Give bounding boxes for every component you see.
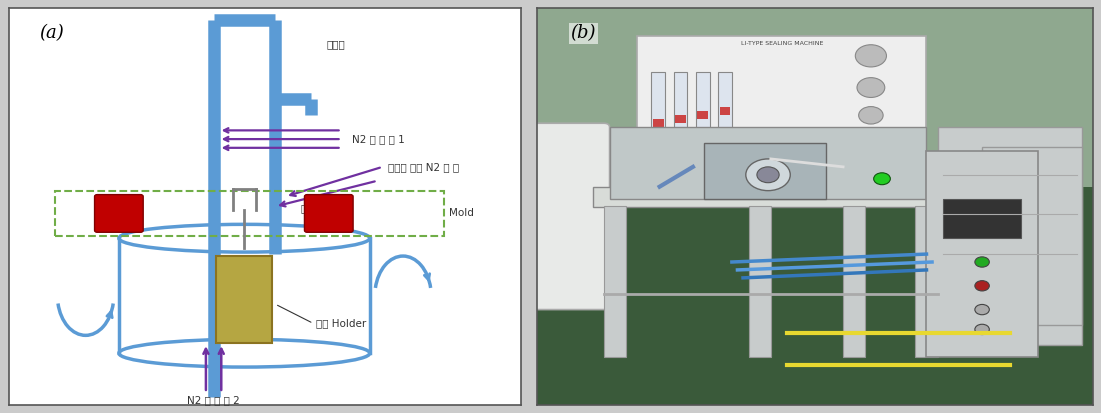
- Bar: [982, 147, 1082, 325]
- Bar: [216, 256, 272, 343]
- FancyBboxPatch shape: [532, 123, 610, 310]
- Bar: [926, 151, 1037, 357]
- Text: 석영관: 석영관: [326, 39, 345, 49]
- Circle shape: [974, 281, 990, 291]
- Text: Mold: Mold: [449, 209, 473, 218]
- Bar: [674, 72, 687, 159]
- Bar: [718, 72, 732, 159]
- Bar: [55, 191, 444, 236]
- Bar: [697, 112, 708, 119]
- Bar: [749, 206, 771, 357]
- Bar: [537, 8, 1093, 187]
- Bar: [604, 206, 626, 357]
- Circle shape: [974, 304, 990, 315]
- Bar: [675, 115, 686, 123]
- Bar: [720, 107, 730, 115]
- Bar: [843, 206, 865, 357]
- Text: (a): (a): [40, 24, 64, 42]
- Text: N2 주 입 구 2: N2 주 입 구 2: [187, 395, 240, 405]
- Bar: [537, 187, 1093, 405]
- Bar: [938, 127, 1082, 345]
- Circle shape: [857, 78, 885, 97]
- Bar: [637, 36, 926, 187]
- Bar: [696, 72, 710, 159]
- Circle shape: [855, 45, 886, 67]
- Bar: [653, 119, 664, 127]
- Text: (b): (b): [570, 24, 596, 42]
- Bar: [705, 143, 827, 199]
- Circle shape: [859, 107, 883, 124]
- Text: 노즐을 통한 N2 주 입: 노즐을 통한 N2 주 입: [388, 162, 459, 172]
- Text: 버너: 버너: [301, 203, 313, 213]
- Text: LI-TYPE SEALING MACHINE: LI-TYPE SEALING MACHINE: [741, 41, 824, 46]
- FancyBboxPatch shape: [95, 195, 143, 232]
- Text: 전극 Holder: 전극 Holder: [316, 318, 367, 328]
- Circle shape: [745, 159, 791, 191]
- Bar: [944, 199, 1021, 238]
- FancyBboxPatch shape: [305, 195, 353, 232]
- Bar: [652, 72, 665, 159]
- Circle shape: [874, 173, 891, 185]
- Bar: [592, 187, 938, 206]
- Circle shape: [974, 257, 990, 267]
- Text: N2 주 입 구 1: N2 주 입 구 1: [352, 134, 404, 144]
- Circle shape: [756, 167, 780, 183]
- Circle shape: [974, 324, 990, 335]
- Bar: [915, 206, 938, 357]
- Bar: [610, 127, 926, 199]
